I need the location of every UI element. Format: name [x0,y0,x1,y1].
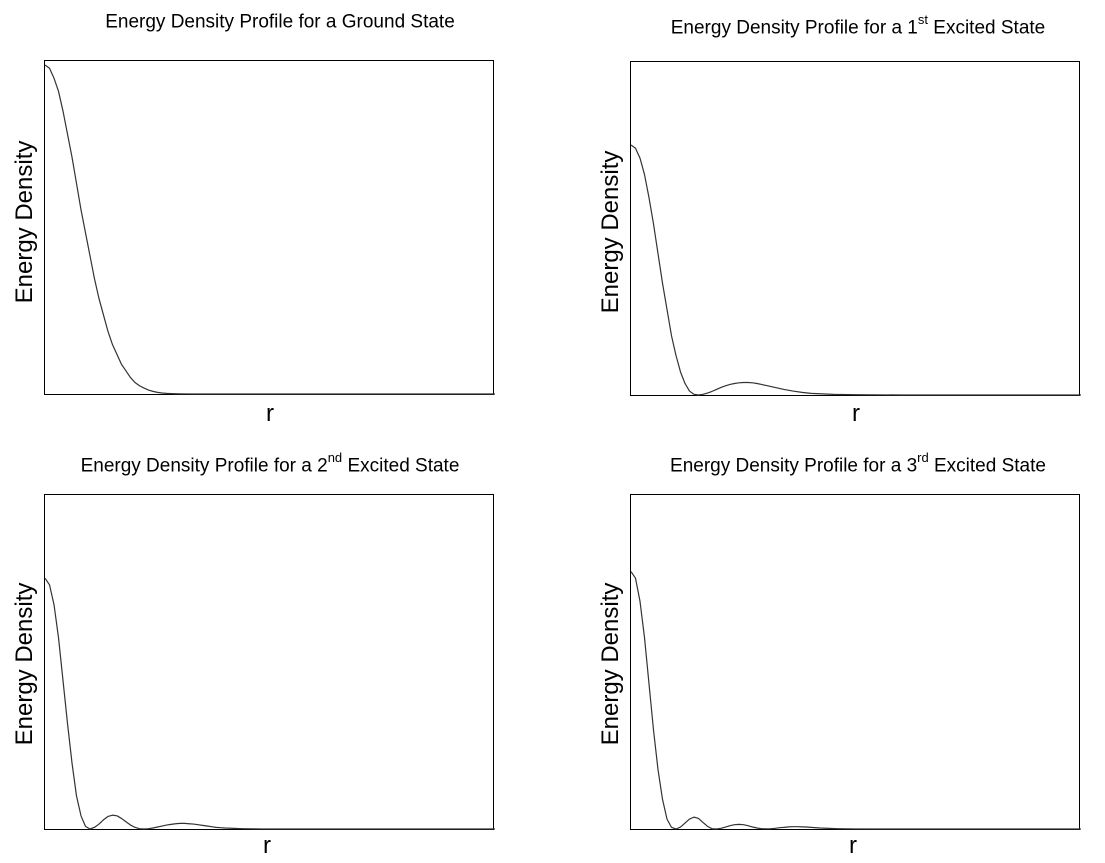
plot-area [630,61,1081,396]
x-axis-label: r [849,832,857,859]
plot-svg [631,144,1081,396]
x-axis-label: r [266,400,274,427]
plot-svg [45,64,495,395]
series-line-0 [45,64,495,395]
title-text: Energy Density Profile for a 1 [670,17,918,39]
y-axis-label: Energy Density [11,582,38,746]
chart-panel-second-excited: Energy Density Profile for a 2nd Excited… [0,440,540,863]
title-text: Energy Density Profile for a 3 [670,455,918,477]
title-suffix: Excited State [342,455,460,477]
chart-title: Energy Density Profile for a 2nd Excited… [0,450,540,477]
series-line-0 [45,577,495,830]
title-suffix: Excited State [928,17,1046,39]
plot-area [630,494,1081,830]
chart-panel-first-excited: Energy Density Profile for a 1st Excited… [586,0,1105,430]
title-suffix: Excited State [928,455,1046,477]
title-text: Energy Density Profile for a Ground Stat… [105,11,455,33]
chart-title: Energy Density Profile for a 1st Excited… [608,12,1105,39]
series-line-0 [631,144,1081,396]
chart-title: Energy Density Profile for a 3rd Excited… [608,450,1105,477]
x-axis-label: r [263,832,271,859]
title-superscript: rd [917,450,929,465]
x-axis-label: r [852,400,860,427]
series-line-0 [631,571,1081,830]
chart-panel-ground-state: Energy Density Profile for a Ground Stat… [0,0,540,430]
plot-svg [45,577,495,830]
chart-title: Energy Density Profile for a Ground Stat… [0,8,560,33]
title-text: Energy Density Profile for a 2 [80,455,328,477]
y-axis-label: Energy Density [11,140,38,304]
plot-area [44,60,495,395]
title-superscript: st [917,12,928,27]
y-axis-label: Energy Density [597,150,624,314]
chart-panel-third-excited: Energy Density Profile for a 3rd Excited… [586,440,1105,863]
y-axis-label: Energy Density [597,582,624,746]
plot-area [44,494,495,830]
plot-svg [631,571,1081,830]
title-superscript: nd [327,450,343,465]
